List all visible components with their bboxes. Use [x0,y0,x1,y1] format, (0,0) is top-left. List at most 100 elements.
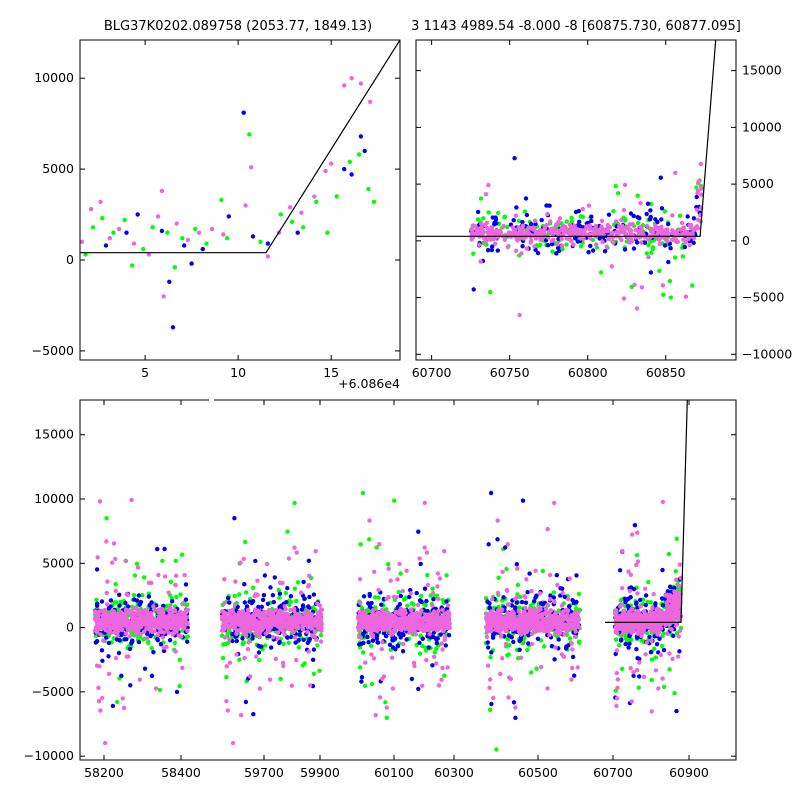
data-point-magenta [474,227,479,232]
data-point-blue [110,703,116,709]
data-point-magenta [629,699,634,704]
data-point-blue [519,599,525,605]
data-point-magenta [563,225,568,230]
data-point-magenta [518,655,524,660]
data-point-magenta [184,609,189,615]
data-point-blue [243,699,249,705]
data-point-green [292,586,298,591]
data-point-magenta [260,616,265,621]
data-point-blue [661,647,667,653]
data-point-magenta [583,226,588,232]
data-point-green [376,595,381,600]
data-point-blue [577,219,582,224]
data-point-magenta [245,607,251,613]
data-point-magenta [547,632,552,638]
data-point-blue [241,110,246,115]
data-point-magenta [302,616,307,621]
data-point-blue [404,637,409,642]
data-point-magenta [532,244,537,249]
data-point-magenta [380,612,385,617]
data-point-magenta [369,652,374,657]
data-point-magenta [136,622,141,627]
data-point-blue [295,230,300,235]
data-point-blue [310,657,316,662]
data-point-blue [660,603,666,608]
data-point-magenta [158,626,163,631]
data-point-green [417,651,423,656]
data-point-magenta [184,621,190,626]
data-point-magenta [316,617,321,622]
data-point-magenta [523,595,528,600]
data-point-magenta [395,577,400,582]
data-point-blue [414,590,419,596]
data-point-magenta [114,615,119,620]
y-tick-label: −5000 [32,343,74,358]
data-point-green [219,197,224,203]
data-point-magenta [390,630,395,636]
data-point-blue [296,638,301,643]
data-point-blue [349,172,354,177]
data-point-magenta [137,677,142,682]
data-point-blue [149,600,154,605]
data-point-magenta [298,619,303,624]
data-point-blue [398,593,403,599]
x-tick-label: 5 [141,365,149,380]
data-point-blue [420,636,425,641]
data-point-blue [370,638,376,643]
data-point-magenta [267,677,273,682]
data-point-green [578,244,584,249]
data-point-blue [416,686,421,692]
data-point-green [295,580,301,585]
data-point-magenta [636,231,641,236]
data-point-blue [691,216,697,221]
data-point-magenta [550,229,555,234]
data-point-magenta [476,242,482,247]
data-point-magenta [663,237,669,243]
data-point-magenta [560,612,565,617]
data-point-blue [306,604,311,609]
data-point-magenta [599,218,605,223]
data-point-green [564,219,569,224]
data-point-green [635,220,641,226]
data-point-green [646,579,651,585]
data-point-magenta [319,628,324,633]
data-point-blue [511,639,516,645]
data-point-magenta [698,161,704,167]
data-point-blue [99,648,105,653]
data-point-magenta [552,500,557,506]
data-point-magenta [130,619,135,624]
data-point-magenta [417,615,423,620]
data-point-blue [443,643,448,648]
data-point-magenta [115,633,120,638]
data-point-blue [662,243,668,248]
data-point-blue [390,645,396,650]
data-point-magenta [135,565,141,570]
data-point-blue [606,212,612,217]
data-point-blue [359,641,364,647]
data-point-blue [623,641,628,647]
data-point-green [444,573,449,578]
data-point-magenta [222,620,227,625]
data-point-blue [648,208,653,213]
data-point-magenta [379,607,385,613]
data-point-blue [643,602,648,608]
data-point-green [494,747,499,752]
data-point-blue [277,639,282,645]
data-point-magenta [283,622,288,628]
data-point-magenta [404,568,409,573]
data-point-blue [151,650,156,655]
data-point-magenta [511,611,517,616]
data-point-magenta [519,251,524,256]
data-point-magenta [176,624,181,630]
data-point-magenta [295,616,300,621]
data-point-magenta [692,227,697,232]
data-point-blue [485,599,490,604]
data-point-green [311,671,317,676]
data-point-blue [148,633,153,639]
data-point-blue [677,649,682,654]
data-point-green [673,569,678,574]
data-point-blue [634,647,639,652]
data-point-magenta [255,578,260,583]
data-point-magenta [547,597,553,602]
data-point-blue [490,244,495,249]
